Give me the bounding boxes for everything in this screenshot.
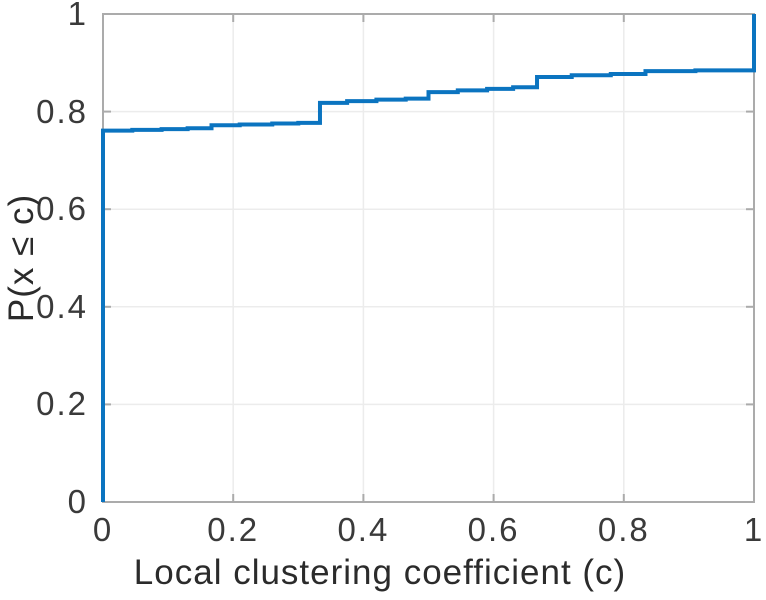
x-tick-label: 0.8: [597, 511, 650, 548]
x-tick-label: 1: [743, 511, 765, 548]
y-axis-label: P(x ≤ c): [2, 193, 41, 323]
axes-box: [102, 13, 755, 503]
x-axis-label: Local clustering coefficient (c): [133, 553, 627, 592]
y-tick-label: 1: [67, 0, 88, 32]
y-tick-label: 0.2: [36, 385, 88, 423]
cdf-curve: [101, 14, 756, 502]
y-tick-label: 0.6: [36, 190, 88, 228]
x-tick-label: 0.4: [337, 511, 390, 548]
y-tick-label: 0.8: [36, 92, 88, 130]
x-tick-label: 0: [92, 511, 114, 548]
y-tick-label: 0: [67, 483, 88, 520]
x-tick-label: 0.2: [207, 511, 260, 548]
y-tick-label: 0.4: [36, 287, 88, 325]
x-tick-label: 0.6: [467, 511, 520, 548]
